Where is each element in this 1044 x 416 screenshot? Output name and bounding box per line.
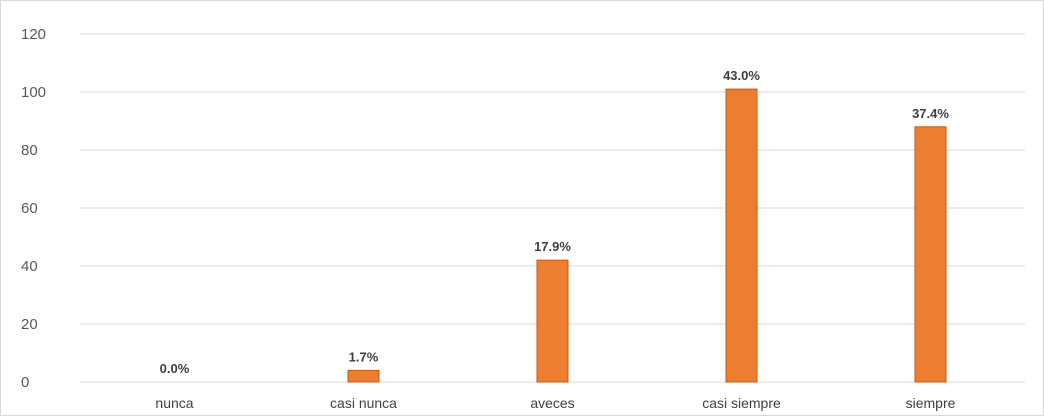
y-tick-label: 120 — [21, 26, 46, 43]
category-label: casi siempre — [702, 395, 781, 411]
category-label: casi nunca — [330, 395, 397, 411]
category-label: aveces — [530, 395, 574, 411]
bar-casi-siempre — [725, 88, 758, 383]
y-tick-label: 20 — [21, 316, 38, 333]
category-label: nunca — [155, 395, 193, 411]
data-label: 17.9% — [534, 239, 571, 254]
category-label: siempre — [906, 395, 956, 411]
data-labels: 0.0% 1.7% 17.9% 43.0% 37.4% — [160, 68, 950, 376]
y-tick-label: 0 — [21, 374, 29, 391]
x-axis-categories: nunca casi nunca aveces casi siempre siempre — [155, 395, 955, 411]
y-tick-label: 100 — [21, 84, 46, 101]
data-label: 1.7% — [349, 349, 379, 364]
y-axis-ticks: 0 20 40 60 80 100 120 — [21, 26, 46, 391]
bars — [347, 88, 947, 383]
bar-siempre — [914, 126, 947, 383]
y-tick-label: 80 — [21, 142, 38, 159]
y-tick-label: 60 — [21, 200, 38, 217]
bar-casi-nunca — [347, 369, 380, 383]
data-label: 43.0% — [723, 68, 760, 83]
data-label: 37.4% — [912, 106, 949, 121]
bar-aveces — [536, 259, 569, 383]
data-label: 0.0% — [160, 361, 190, 376]
y-tick-label: 40 — [21, 258, 38, 275]
